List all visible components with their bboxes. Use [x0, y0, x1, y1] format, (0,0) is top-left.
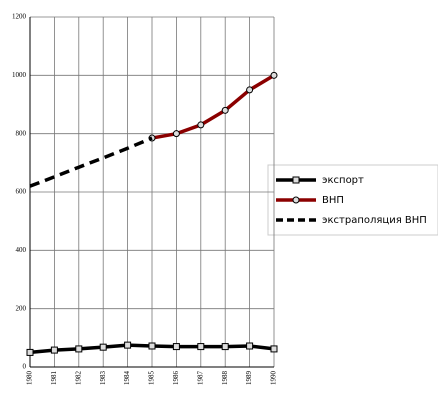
x-tick-label: 1981 [50, 371, 58, 386]
marker-square [124, 341, 132, 349]
marker-square [197, 343, 205, 351]
x-tick-label: 1987 [196, 371, 204, 386]
x-tick-label: 1988 [221, 371, 229, 386]
x-tick-label: 1989 [245, 371, 253, 386]
marker-circle [172, 130, 180, 138]
marker-square [270, 345, 278, 353]
series-line [29, 136, 153, 188]
marker-square [221, 343, 229, 351]
marker-circle [270, 71, 278, 79]
y-tick-label: 0 [23, 363, 27, 371]
marker-square [26, 348, 34, 356]
legend-label: экстраполяция ВНП [322, 215, 427, 226]
marker-circle [221, 106, 229, 114]
x-tick-label: 1982 [74, 371, 82, 386]
x-tick-label: 1983 [99, 371, 107, 386]
marker-circle [197, 121, 205, 129]
legend-item: экспорт [276, 175, 364, 186]
y-tick-label: 600 [16, 188, 27, 196]
marker-square [99, 343, 107, 351]
marker-square [246, 342, 254, 350]
x-tick-label: 1986 [172, 371, 180, 386]
legend-marker [292, 196, 300, 204]
legend-marker [292, 176, 300, 184]
y-tick-label: 1200 [12, 13, 27, 21]
marker-square [172, 343, 180, 351]
marker-square [50, 346, 58, 354]
marker-circle [246, 86, 254, 94]
marker-square [75, 345, 83, 353]
y-tick-label: 1000 [12, 71, 27, 79]
legend-item: ВНП [276, 195, 344, 206]
x-tick-label: 1990 [270, 371, 278, 386]
y-tick-label: 400 [16, 246, 27, 254]
y-tick-label: 200 [16, 304, 27, 312]
legend-label: экспорт [322, 175, 364, 186]
x-tick-label: 1985 [148, 371, 156, 386]
legend-item: экстраполяция ВНП [276, 215, 427, 226]
marker-square [148, 342, 156, 350]
x-tick-label: 1980 [26, 371, 34, 386]
series-line [151, 73, 275, 140]
y-tick-label: 800 [16, 129, 27, 137]
legend-label: ВНП [322, 195, 344, 206]
x-tick-label: 1984 [123, 371, 131, 386]
